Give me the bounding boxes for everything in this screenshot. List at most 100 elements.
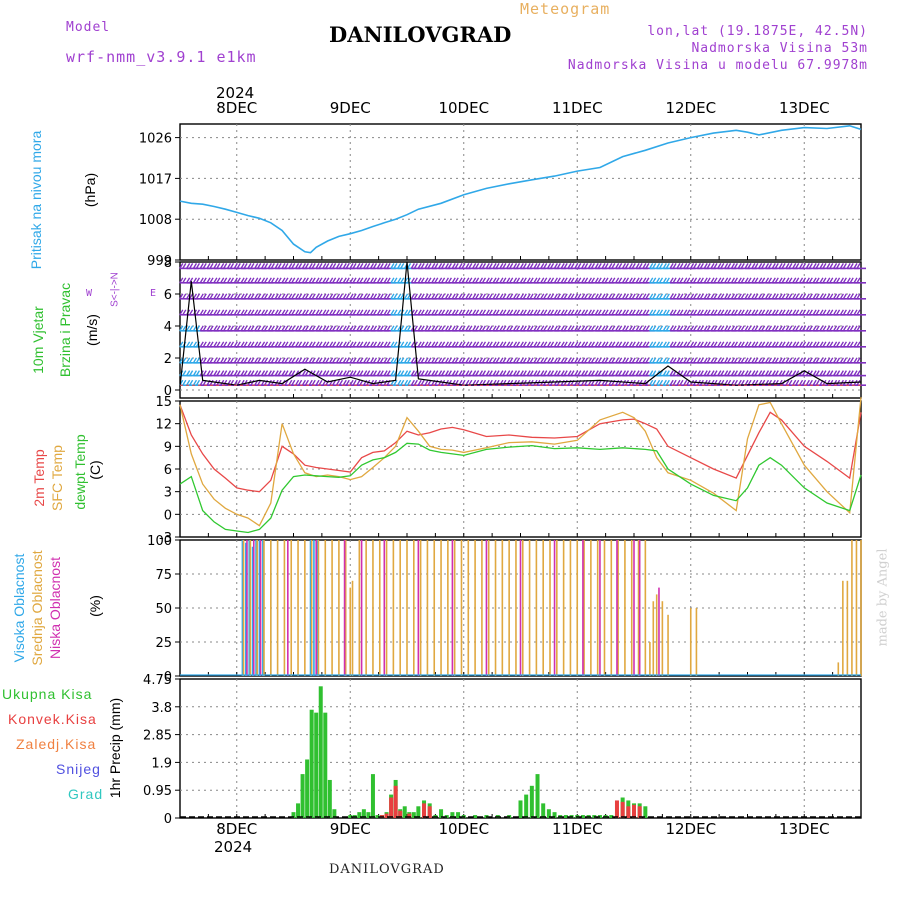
wind-barb-flag	[223, 341, 228, 348]
wind-barb-flag	[556, 379, 561, 386]
wind-barb-flag	[649, 293, 654, 300]
wind-barb-flag	[427, 341, 432, 348]
wind-barb-flag	[553, 357, 558, 364]
wind-barb-flag	[192, 341, 198, 348]
wind-barb-flag	[223, 379, 228, 386]
wind-barb-flag	[447, 341, 453, 348]
wind-barb-flag	[526, 370, 531, 376]
wind-barb-flag	[683, 263, 688, 269]
wind-barb-flag	[658, 293, 664, 300]
wind-barb-flag	[526, 263, 531, 269]
wind-barb-flag	[740, 379, 745, 386]
wind-barb-flag	[658, 277, 664, 284]
wind-barb-flag	[458, 341, 463, 348]
wind-barb-flag	[713, 370, 718, 376]
wind-barb-flag	[345, 277, 350, 284]
wind-barb-flag	[699, 263, 704, 269]
precip-bar-total	[643, 806, 648, 818]
wind-barb-flag	[386, 309, 391, 316]
wind-barb-flag	[254, 293, 259, 300]
wind-barb-flag	[434, 263, 439, 269]
wind-barb-flag	[417, 309, 422, 316]
wind-barb-flag	[624, 277, 630, 284]
wind-barb-flag	[363, 379, 368, 386]
precip-legend-item: Grad	[68, 786, 104, 802]
wind-barb-flag	[631, 277, 636, 284]
wind-barb-flag	[247, 370, 252, 376]
wind-barb-flag	[706, 370, 711, 376]
wind-barb-flag	[533, 309, 538, 316]
wind-barb-flag	[758, 341, 763, 348]
precip-bar-convective	[393, 785, 398, 818]
wind-barb-flag	[485, 263, 490, 269]
wind-barb-flag	[406, 357, 412, 364]
wind-barb-flag	[342, 293, 347, 300]
wind-barb-flag	[536, 277, 541, 284]
wind-barb-flag	[216, 341, 221, 348]
wind-barb-flag	[338, 263, 344, 269]
wind-barb-flag	[468, 379, 473, 386]
wind-barb-flag	[519, 341, 524, 348]
wind-barb-flag	[597, 370, 602, 376]
wind-barb-flag	[706, 325, 711, 332]
wind-barb-flag	[706, 263, 711, 269]
wind-barb-flag	[635, 370, 640, 376]
wind-barb-flag	[529, 325, 534, 332]
wind-barb-flag	[652, 341, 657, 348]
wind-barb-flag	[512, 357, 518, 364]
wind-barb-flag	[781, 293, 786, 300]
wind-barb-flag	[822, 370, 827, 376]
wind-barb-flag	[349, 293, 354, 300]
wind-barb-flag	[563, 277, 568, 284]
wind-barb-flag	[829, 370, 834, 376]
wind-barb-flag	[604, 341, 609, 348]
wind-barb-flag	[400, 379, 405, 386]
wind-barb-flag	[495, 277, 500, 284]
y-tick-label: 999	[147, 254, 172, 269]
wind-barb-flag	[216, 370, 221, 376]
wind-barb-flag	[628, 309, 633, 316]
wind-barb-flag	[580, 309, 586, 316]
y-tick-label: 0	[164, 812, 172, 827]
wind-barb-flag	[819, 325, 824, 332]
wind-barb-flag	[420, 357, 425, 364]
wind-barb-flag	[608, 370, 613, 376]
wind-barb-flag	[655, 379, 661, 386]
y-tick-label: 100	[147, 534, 172, 549]
wind-barb-flag	[472, 277, 477, 284]
wind-barb-flag	[243, 379, 248, 386]
wind-barb-flag	[853, 357, 858, 364]
wind-barb-flag	[856, 309, 861, 316]
wind-barb-flag	[812, 341, 817, 348]
wind-barb-flag	[754, 341, 759, 348]
wind-barb-flag	[829, 309, 834, 316]
wind-barb-flag	[329, 357, 334, 364]
wind-barb-flag	[849, 277, 854, 284]
wind-barb-flag	[744, 277, 749, 284]
wind-barb-flag	[481, 309, 487, 316]
wind-barb-flag	[767, 263, 773, 269]
wind-barb-flag	[737, 277, 742, 284]
wind-barb-flag	[308, 379, 313, 386]
wind-barb-flag	[390, 357, 395, 364]
wind-barb-flag	[689, 370, 695, 376]
wind-barb-flag	[761, 357, 766, 364]
wind-barb-flag	[543, 263, 548, 269]
wind-barb-flag	[631, 293, 636, 300]
wind-barb-flag	[247, 293, 252, 300]
wind-barb-flag	[587, 309, 593, 316]
wind-barb-flag	[724, 277, 729, 284]
wind-barb-flag	[764, 325, 770, 332]
wind-barb-flag	[638, 277, 643, 284]
wind-barb-flag	[383, 293, 388, 300]
wind-barb-flag	[642, 357, 647, 364]
wind-barb-flag	[597, 293, 602, 300]
wind-barb-flag	[774, 263, 779, 269]
wind-barb-flag	[179, 309, 184, 316]
wind-barb-flag	[254, 263, 259, 269]
wind-barb-flag	[366, 293, 371, 300]
wind-barb-flag	[737, 357, 742, 364]
wind-barb-flag	[465, 357, 470, 364]
wind-barb-flag	[186, 341, 191, 348]
wind-barb-flag	[815, 293, 820, 300]
